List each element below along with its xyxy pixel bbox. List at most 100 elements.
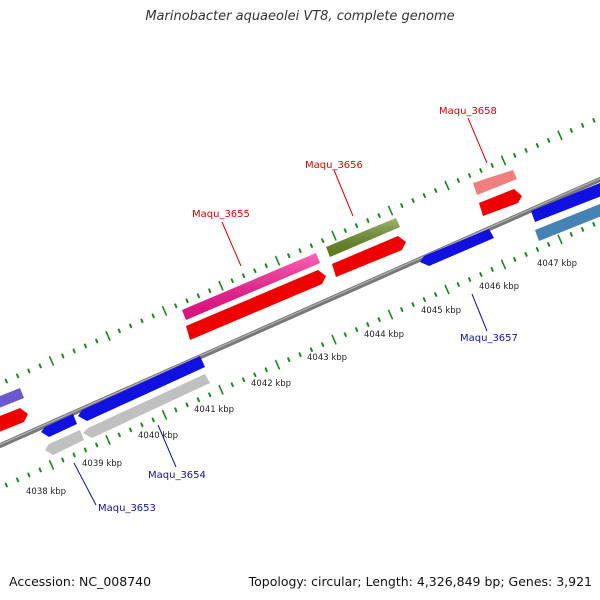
gene-right-steelblue[interactable] bbox=[535, 204, 600, 241]
minor-tick bbox=[524, 252, 528, 257]
minor-tick bbox=[355, 223, 359, 228]
minor-tick bbox=[4, 482, 8, 488]
gene-maqu-3656-red[interactable] bbox=[332, 236, 406, 277]
minor-tick bbox=[264, 367, 268, 373]
minor-tick bbox=[185, 298, 189, 304]
major-tick bbox=[500, 155, 507, 166]
gene-left-purple[interactable] bbox=[0, 388, 24, 410]
minor-tick bbox=[321, 238, 325, 243]
scale-label: 4044 kbp bbox=[364, 330, 404, 340]
gene-maqu-3657-cds[interactable] bbox=[420, 229, 494, 266]
major-tick bbox=[444, 284, 450, 295]
minor-tick bbox=[456, 282, 460, 287]
lower-tick-track bbox=[4, 222, 596, 488]
gene-maqu-3653-cds[interactable] bbox=[45, 430, 84, 455]
scale-labels: 4038 kbp 4039 kbp 4040 kbp 4041 kbp 4042… bbox=[26, 259, 577, 497]
minor-tick bbox=[185, 402, 189, 408]
gene-label-maqu-3658[interactable]: Maqu_3658 bbox=[439, 106, 497, 117]
minor-tick bbox=[321, 342, 325, 347]
accession-text: Accession: NC_008740 bbox=[9, 574, 152, 589]
minor-tick bbox=[468, 173, 472, 178]
minor-tick bbox=[72, 348, 76, 354]
minor-tick bbox=[287, 357, 291, 363]
scale-label: 4045 kbp bbox=[421, 306, 461, 316]
minor-tick bbox=[592, 118, 596, 123]
minor-tick bbox=[468, 277, 472, 282]
minor-tick bbox=[242, 377, 246, 383]
minor-tick bbox=[343, 228, 347, 233]
minor-tick bbox=[151, 313, 155, 319]
minor-tick bbox=[490, 267, 494, 272]
minor-tick bbox=[535, 247, 539, 252]
minor-tick bbox=[230, 382, 234, 388]
major-tick bbox=[218, 280, 224, 291]
minor-tick bbox=[422, 193, 426, 198]
minor-tick bbox=[513, 257, 517, 262]
major-tick bbox=[48, 459, 55, 470]
minor-tick bbox=[117, 432, 121, 438]
minor-tick bbox=[309, 347, 313, 352]
minor-tick bbox=[298, 248, 302, 253]
minor-tick bbox=[230, 278, 234, 284]
minor-tick bbox=[547, 242, 551, 247]
major-tick bbox=[557, 130, 563, 141]
minor-tick bbox=[16, 373, 20, 379]
minor-tick bbox=[95, 338, 99, 344]
major-tick bbox=[557, 234, 563, 245]
gene-right-blue[interactable] bbox=[531, 183, 600, 222]
minor-tick bbox=[366, 322, 370, 327]
gene-left-red[interactable] bbox=[0, 408, 28, 434]
gene-label-maqu-3656[interactable]: Maqu_3656 bbox=[305, 160, 363, 171]
major-tick bbox=[444, 180, 450, 191]
minor-tick bbox=[524, 148, 528, 153]
scale-label: 4039 kbp bbox=[82, 459, 122, 469]
gene-label-maqu-3655[interactable]: Maqu_3655 bbox=[192, 209, 250, 220]
gene-small-blue[interactable] bbox=[41, 414, 77, 437]
gene-label-maqu-3654[interactable]: Maqu_3654 bbox=[148, 470, 206, 481]
major-tick bbox=[387, 205, 394, 216]
scale-label: 4038 kbp bbox=[26, 487, 66, 497]
minor-tick bbox=[27, 368, 31, 374]
minor-tick bbox=[309, 243, 313, 248]
scale-label: 4043 kbp bbox=[307, 353, 347, 363]
minor-tick bbox=[38, 467, 42, 473]
minor-tick bbox=[196, 293, 200, 299]
minor-tick bbox=[400, 203, 404, 208]
minor-tick bbox=[411, 198, 415, 203]
minor-tick bbox=[513, 153, 517, 158]
major-tick bbox=[48, 355, 55, 366]
minor-tick bbox=[366, 218, 370, 223]
gene-maqu-3655-cds[interactable] bbox=[182, 253, 320, 320]
gene-maqu-3655-red[interactable] bbox=[186, 270, 326, 340]
major-tick bbox=[218, 384, 224, 395]
minor-tick bbox=[16, 477, 20, 483]
minor-tick bbox=[535, 143, 539, 148]
minor-tick bbox=[434, 292, 438, 297]
minor-tick bbox=[400, 307, 404, 312]
minor-tick bbox=[264, 263, 268, 269]
minor-tick bbox=[355, 327, 359, 332]
gene-label-maqu-3653[interactable]: Maqu_3653 bbox=[98, 503, 156, 514]
minor-tick bbox=[61, 353, 65, 359]
major-tick bbox=[105, 434, 111, 445]
gene-maqu-3658-red[interactable] bbox=[479, 189, 522, 216]
minor-tick bbox=[377, 213, 381, 218]
gene-label-maqu-3657[interactable]: Maqu_3657 bbox=[460, 333, 518, 344]
gene-blue-long[interactable] bbox=[78, 356, 205, 421]
minor-tick bbox=[174, 303, 178, 309]
topology-text: Topology: circular; Length: 4,326,849 bp… bbox=[248, 574, 592, 589]
scale-label: 4041 kbp bbox=[194, 405, 234, 415]
minor-tick bbox=[253, 268, 257, 274]
minor-tick bbox=[569, 232, 573, 237]
minor-tick bbox=[95, 442, 99, 448]
minor-tick bbox=[140, 318, 144, 324]
minor-tick bbox=[174, 407, 178, 413]
minor-tick bbox=[208, 288, 212, 294]
minor-tick bbox=[547, 138, 551, 143]
gene-maqu-3654-cds[interactable] bbox=[83, 374, 210, 438]
minor-tick bbox=[117, 328, 121, 334]
minor-tick bbox=[38, 363, 42, 369]
gene-maqu-3656-cds[interactable] bbox=[326, 218, 400, 257]
gene-maqu-3658-cds[interactable] bbox=[473, 170, 517, 195]
